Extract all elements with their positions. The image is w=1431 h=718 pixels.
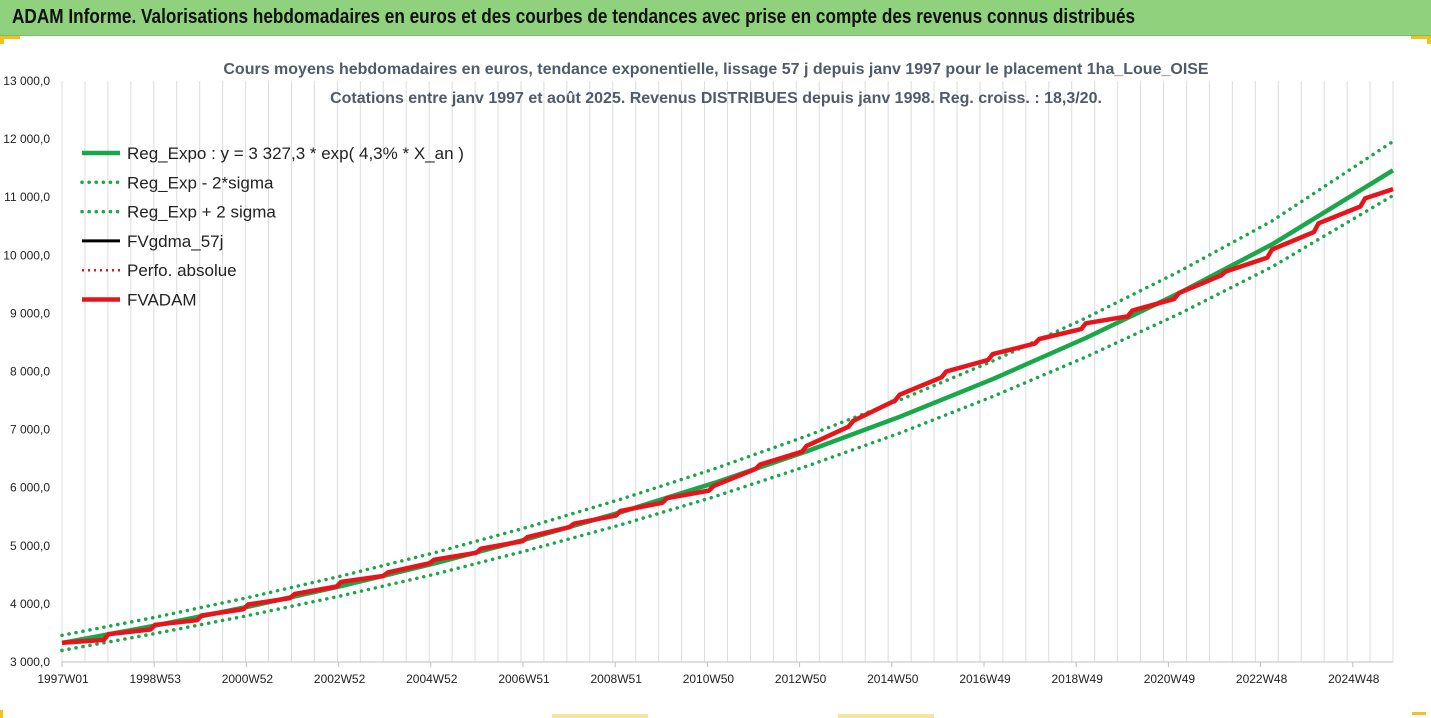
report-title: ADAM Informe. Valorisations hebdomadaire…	[12, 6, 1136, 28]
x-tick-label: 2022W48	[1236, 672, 1288, 686]
corner-mark-top-right-h	[1411, 36, 1431, 39]
x-tick-label: 2010W50	[683, 672, 735, 686]
x-tick-label: 2018W49	[1052, 672, 1104, 686]
y-tick-label: 11 000,0	[4, 190, 50, 204]
y-tick-label: 6 000,0	[10, 481, 50, 495]
corner-mark-bottom-mid-2	[838, 714, 934, 718]
corner-mark-top-right	[1427, 36, 1431, 44]
x-tick-label: 1997W01	[37, 672, 89, 686]
y-tick-label: 13 000,0	[3, 74, 50, 88]
corner-mark-bottom-left	[0, 710, 3, 718]
x-tick-label: 2024W48	[1328, 672, 1380, 686]
corner-mark-top-left	[0, 36, 4, 44]
x-tick-label: 1998W53	[130, 672, 182, 686]
corner-mark-bottom-mid-1	[552, 714, 648, 718]
x-tick-label: 2006W51	[498, 672, 550, 686]
legend-label: Reg_Exp - 2*sigma	[127, 173, 274, 192]
x-tick-label: 2004W52	[406, 672, 458, 686]
y-tick-label: 7 000,0	[10, 423, 50, 437]
series-line	[60, 193, 1395, 653]
series-line	[60, 139, 1395, 638]
legend-label: Perfo. absolue	[127, 261, 237, 280]
legend-label: Reg_Expo : y = 3 327,3 * exp( 4,3% * X_a…	[127, 144, 464, 163]
chart-subtitle: Cotations entre janv 1997 et août 2025. …	[330, 90, 1102, 107]
chart-title: Cours moyens hebdomadaires en euros, ten…	[223, 61, 1209, 78]
x-tick-label: 2020W49	[1144, 672, 1196, 686]
y-tick-label: 10 000,0	[3, 248, 50, 262]
x-axis-tick-labels: 1997W01 1998W53 2000W52 2002W52 2004W52 2006W…	[37, 662, 1380, 686]
vertical-gridlines	[61, 81, 1394, 662]
x-tick-label: 2014W50	[867, 672, 919, 686]
report-header: ADAM Informe. Valorisations hebdomadaire…	[0, 0, 1431, 36]
x-tick-label: 2012W50	[775, 672, 827, 686]
y-tick-label: 12 000,0	[3, 132, 50, 146]
corner-mark-bottom-right	[1412, 712, 1426, 715]
legend-label: FVgdma_57j	[127, 232, 223, 251]
x-tick-label: 2002W52	[314, 672, 366, 686]
x-tick-label: 2008W51	[591, 672, 643, 686]
y-tick-label: 4 000,0	[10, 597, 50, 611]
y-axis-tick-labels: 3 000,0 4 000,0 5 000,0 6 000,0 7 000,0 8 000…	[3, 74, 50, 669]
y-tick-label: 8 000,0	[10, 365, 50, 379]
legend-label: FVADAM	[127, 291, 197, 310]
legend-label: Reg_Exp + 2 sigma	[127, 203, 276, 222]
y-tick-label: 3 000,0	[10, 655, 50, 669]
series-lines	[60, 139, 1395, 653]
corner-mark-top-left-h	[0, 36, 20, 39]
line-chart: 3 000,0 4 000,0 5 000,0 6 000,0 7 000,0 8 000…	[3, 61, 1395, 686]
chart-legend: Reg_Expo : y = 3 327,3 * exp( 4,3% * X_a…	[80, 144, 464, 310]
x-tick-label: 2016W49	[959, 672, 1011, 686]
y-tick-label: 5 000,0	[10, 539, 50, 553]
series-line	[61, 188, 1394, 644]
x-tick-label: 2000W52	[222, 672, 274, 686]
y-tick-label: 9 000,0	[10, 306, 50, 320]
